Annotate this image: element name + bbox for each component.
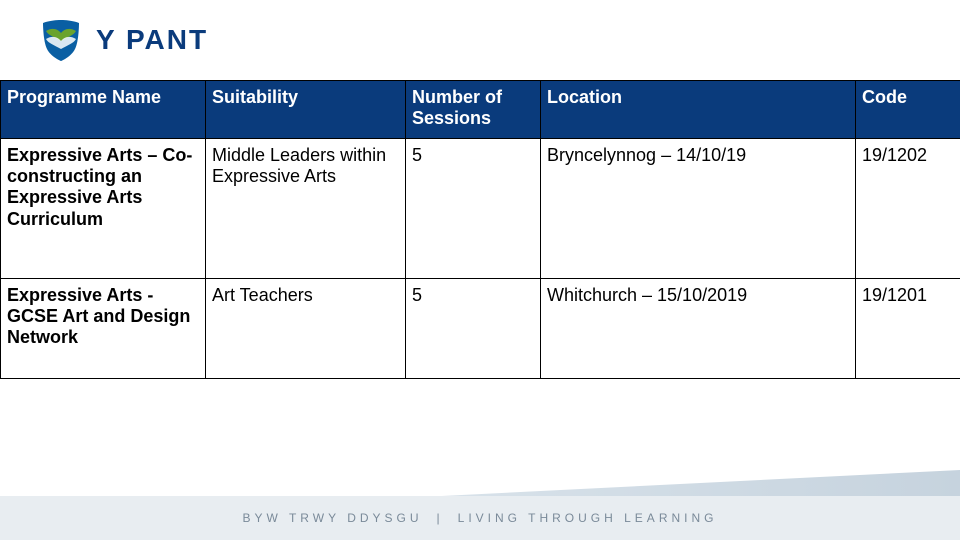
- cell-programme: Expressive Arts – Co-constructing an Exp…: [1, 139, 206, 279]
- slide-footer: BYW TRWY DDYSGU | LIVING THROUGH LEARNIN…: [0, 496, 960, 540]
- cell-location: Bryncelynnog – 14/10/19: [541, 139, 856, 279]
- col-header-code: Code: [856, 81, 960, 139]
- footer-accent-stripe: [0, 470, 960, 496]
- cell-suitability: Art Teachers: [206, 279, 406, 379]
- brand-name: Y PANT: [96, 24, 208, 56]
- cell-programme: Expressive Arts - GCSE Art and Design Ne…: [1, 279, 206, 379]
- cell-sessions: 5: [406, 279, 541, 379]
- col-header-sessions: Number of Sessions: [406, 81, 541, 139]
- cell-code: 19/1202: [856, 139, 960, 279]
- programme-table: Programme Name Suitability Number of Ses…: [0, 80, 960, 379]
- brand-logo: Y PANT: [38, 17, 208, 63]
- slide-header: Y PANT: [0, 0, 960, 80]
- col-header-suitability: Suitability: [206, 81, 406, 139]
- programme-table-wrap: Programme Name Suitability Number of Ses…: [0, 80, 960, 379]
- cell-location: Whitchurch – 15/10/2019: [541, 279, 856, 379]
- table-row: Expressive Arts – Co-constructing an Exp…: [1, 139, 960, 279]
- col-header-programme: Programme Name: [1, 81, 206, 139]
- footer-separator: |: [437, 511, 444, 525]
- cell-sessions: 5: [406, 139, 541, 279]
- cell-suitability: Middle Leaders within Expressive Arts: [206, 139, 406, 279]
- cell-code: 19/1201: [856, 279, 960, 379]
- footer-motto-welsh: BYW TRWY DDYSGU: [243, 511, 423, 525]
- logo-shield-icon: [38, 17, 84, 63]
- col-header-location: Location: [541, 81, 856, 139]
- table-row: Expressive Arts - GCSE Art and Design Ne…: [1, 279, 960, 379]
- footer-motto-english: LIVING THROUGH LEARNING: [458, 511, 718, 525]
- table-header-row: Programme Name Suitability Number of Ses…: [1, 81, 960, 139]
